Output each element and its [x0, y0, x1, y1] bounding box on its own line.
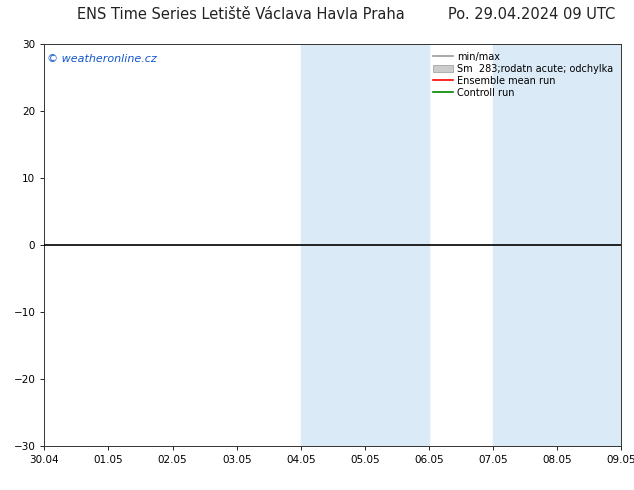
Legend: min/max, Sm  283;rodatn acute; odchylka, Ensemble mean run, Controll run: min/max, Sm 283;rodatn acute; odchylka, … [430, 49, 616, 100]
Bar [301, 44, 365, 446]
Text: © weatheronline.cz: © weatheronline.cz [48, 54, 157, 64]
Text: ENS Time Series Letiště Václava Havla Praha: ENS Time Series Letiště Václava Havla Pr… [77, 7, 404, 23]
Bar [365, 44, 429, 446]
Bar [493, 44, 557, 446]
Text: Po. 29.04.2024 09 UTC: Po. 29.04.2024 09 UTC [448, 7, 615, 23]
Bar [557, 44, 621, 446]
